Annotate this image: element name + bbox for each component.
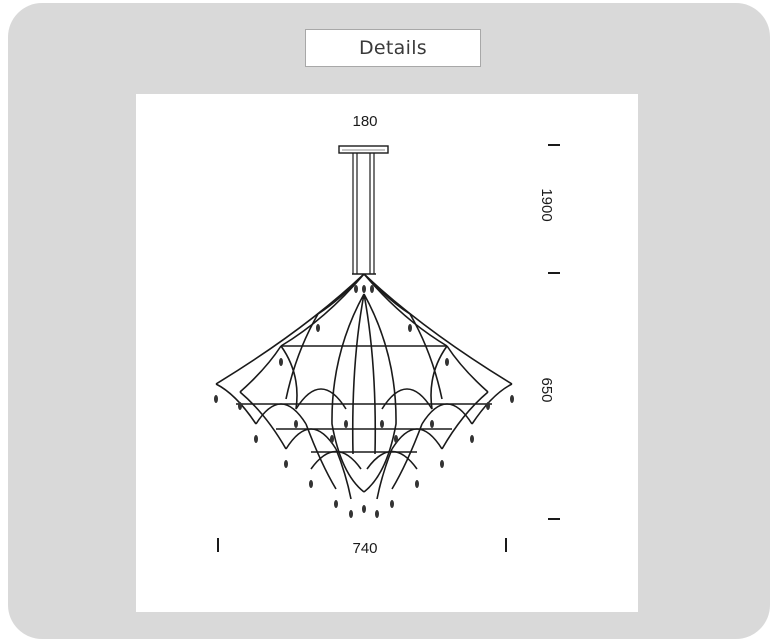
- canopy: [338, 145, 389, 154]
- details-panel: Details 180 740 1900 650: [8, 3, 770, 639]
- details-tab[interactable]: Details: [305, 29, 481, 67]
- chandelier-drawing: 180 740 1900 650: [214, 113, 560, 557]
- canopy-width-label: 180: [352, 113, 377, 130]
- suspension-cables: [352, 153, 375, 274]
- body-width-label: 740: [352, 540, 377, 557]
- dimension-ticks: [217, 144, 560, 552]
- body-height-label: 650: [538, 377, 555, 402]
- product-dimension-drawing: 180 740 1900 650: [136, 94, 638, 612]
- crystal-drops: [214, 285, 514, 518]
- cable-length-label: 1900: [538, 188, 555, 221]
- chandelier-frame: [215, 273, 513, 500]
